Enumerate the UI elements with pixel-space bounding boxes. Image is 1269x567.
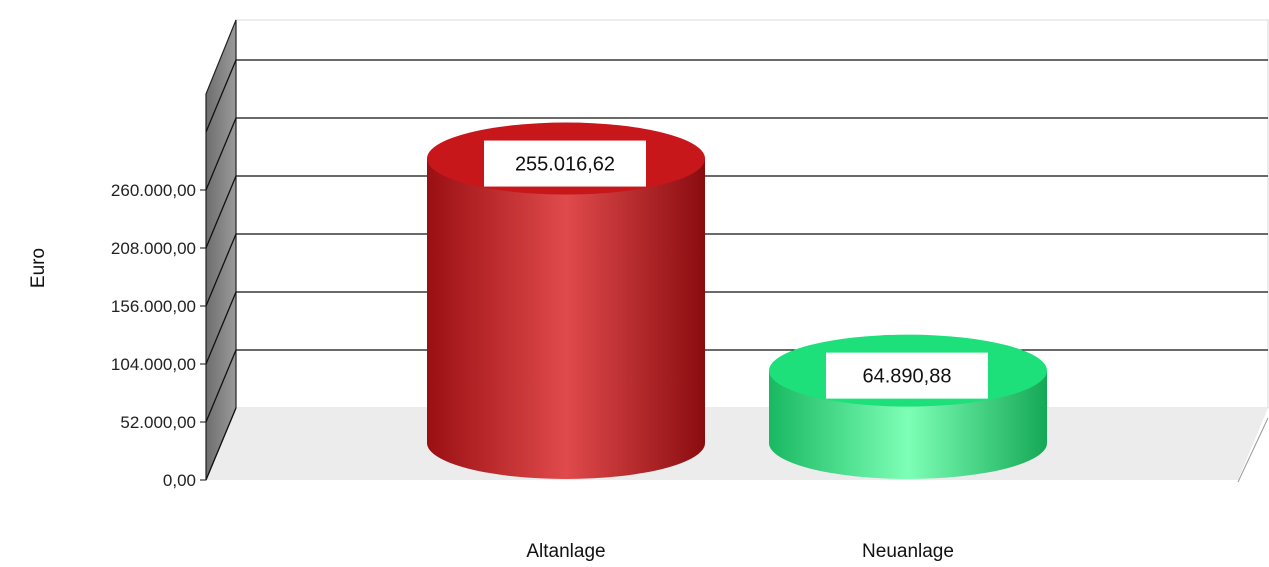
wall-gridline: [205, 407, 237, 481]
wall-gridline: [205, 59, 237, 133]
y-axis-ticks: 0,00 52.000,00 104.000,00 156.000,00 208.000…: [111, 181, 206, 490]
wall-gridline: [205, 117, 237, 191]
wall-gridline: [205, 233, 237, 307]
gridlines: [205, 59, 1268, 481]
chart-frame: [205, 19, 1269, 483]
floor-right-edge: [1237, 417, 1269, 483]
plot-back-plane: [235, 19, 1269, 409]
wall-gridline: [205, 175, 237, 249]
data-label-box: [826, 352, 988, 399]
y-tick-label: 0,00: [163, 471, 196, 490]
bar-neuanlage: 64.890,88 Neuanlage: [769, 334, 1047, 562]
bar-altanlage: 255.016,62 Altanlage: [427, 122, 705, 562]
y-tick-label: 52.000,00: [120, 413, 196, 432]
y-axis-title: Euro: [28, 248, 49, 288]
bars: 255.016,62 Altanlage 64.890,88 Neuanlage: [427, 122, 1047, 562]
y-tick-label: 208.000,00: [111, 239, 196, 258]
plot-floor: [206, 408, 1268, 480]
y-tick-label: 260.000,00: [111, 181, 196, 200]
y-tick-label: 156.000,00: [111, 297, 196, 316]
data-label: 64.890,88: [863, 366, 952, 388]
y-tick-label: 104.000,00: [111, 355, 196, 374]
wall-gridline: [205, 291, 237, 365]
wall-gridline: [205, 349, 237, 423]
bar-cylinder-body: [427, 158, 705, 479]
data-label: 255.016,62: [515, 154, 615, 176]
x-category-label: Altanlage: [526, 541, 605, 562]
data-label-box: [484, 140, 646, 187]
x-category-label: Neuanlage: [862, 541, 954, 562]
